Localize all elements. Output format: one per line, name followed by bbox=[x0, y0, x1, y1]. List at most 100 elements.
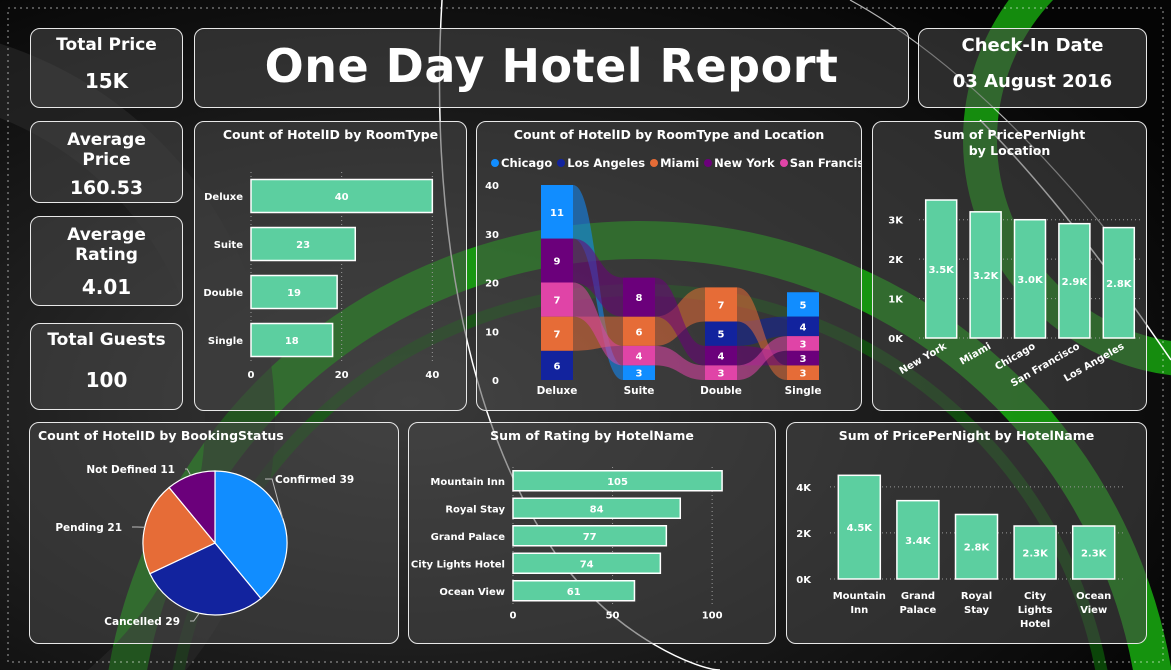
y-tick-label: 0K bbox=[796, 575, 812, 586]
category-label: Hotel bbox=[1020, 619, 1050, 630]
rating-chart-card[interactable]: Sum of Rating by HotelName 0 50 100 Mountai… bbox=[408, 422, 776, 644]
data-label: 3 bbox=[800, 354, 807, 365]
bar bbox=[1071, 525, 1116, 580]
legend-item-san-francisco[interactable]: San Francisco bbox=[779, 156, 861, 170]
bar bbox=[969, 211, 1002, 339]
ribbon-layer bbox=[573, 185, 787, 380]
average-price-label-line1: Average bbox=[67, 130, 146, 150]
ribbon-band bbox=[573, 238, 623, 317]
y-tick-label: 0 bbox=[492, 376, 499, 387]
data-label: 2.8K bbox=[1106, 279, 1133, 290]
hotelprice-chart-card[interactable]: Sum of PricePerNight by HotelName 0K 2K 4K… bbox=[786, 422, 1147, 644]
data-label: 4.5K bbox=[847, 523, 874, 534]
legend-item-new-york[interactable]: New York bbox=[704, 156, 775, 170]
category-label: View bbox=[1080, 605, 1107, 616]
total-guests-card: Total Guests 100 bbox=[30, 323, 183, 410]
x-tick-label: 40 bbox=[425, 370, 439, 381]
y-tick-label: 2K bbox=[888, 255, 904, 266]
average-price-label-line2: Price bbox=[82, 150, 131, 170]
ribbon-segment bbox=[705, 321, 737, 346]
booking-chart-card[interactable]: Count of HotelID by BookingStatus Confir… bbox=[29, 422, 399, 644]
ribbon-segment bbox=[787, 316, 819, 337]
booking-chart[interactable]: Confirmed 39 Cancelled 29 Pending 21 Not De… bbox=[30, 423, 399, 644]
data-label: 5 bbox=[718, 330, 725, 341]
rating-chart[interactable]: 0 50 100 Mountain Inn 105 Royal Stay 84 Grand P… bbox=[409, 423, 776, 644]
roomtype-chart[interactable]: 0 20 40 Deluxe 40 Suite 23 Double 19 Single 18 bbox=[195, 122, 467, 411]
average-rating-label-line1: Average bbox=[67, 225, 146, 245]
y-tick-label: 2K bbox=[796, 529, 812, 540]
legend-dot-new-york bbox=[704, 159, 713, 167]
legend-item-miami[interactable]: Miami bbox=[650, 156, 699, 170]
category-label: Miami bbox=[958, 341, 993, 368]
hotelprice-chart-title: Sum of PricePerNight by HotelName bbox=[838, 428, 1095, 443]
data-label: 19 bbox=[287, 288, 301, 299]
category-label: Stay bbox=[964, 605, 989, 616]
ribbon-segment bbox=[705, 365, 737, 380]
category-label: Suite bbox=[214, 240, 244, 251]
category-label: City bbox=[1024, 591, 1047, 602]
data-label: 3.2K bbox=[973, 271, 1000, 282]
page-title: One Day Hotel Report bbox=[264, 39, 839, 93]
ribbon-band bbox=[655, 345, 705, 380]
x-tick-label: 50 bbox=[606, 611, 620, 622]
ribbon-band bbox=[573, 282, 623, 366]
legend-item-los-angeles[interactable]: Los Angeles bbox=[557, 156, 645, 170]
y-tick-label: 10 bbox=[485, 327, 499, 338]
legend-label-san-francisco: San Francisco bbox=[789, 156, 861, 170]
leader-line bbox=[185, 468, 192, 476]
data-label: 2.8K bbox=[964, 543, 991, 554]
category-label: Double bbox=[700, 385, 742, 397]
ribbon-band bbox=[737, 287, 787, 380]
category-label: Ocean View bbox=[439, 587, 505, 598]
data-label: 8 bbox=[636, 293, 643, 304]
bar bbox=[1013, 525, 1057, 580]
ribbon-segment bbox=[787, 336, 819, 351]
legend-dot-san-francisco bbox=[779, 159, 788, 167]
data-label: 6 bbox=[636, 327, 643, 338]
legend-label-los-angeles: Los Angeles bbox=[567, 156, 646, 170]
category-label: Suite bbox=[624, 385, 655, 397]
legend-label-miami: Miami bbox=[660, 156, 700, 170]
data-label: 3.0K bbox=[1017, 275, 1044, 286]
data-label: 74 bbox=[580, 559, 594, 570]
bar bbox=[512, 552, 662, 574]
data-label: 2.3K bbox=[1081, 549, 1108, 560]
x-tick-label: 100 bbox=[702, 611, 723, 622]
category-label: Mountain bbox=[833, 591, 886, 602]
ribbon-chart[interactable]: 0 10 20 30 40 11 6 7 9 7 Deluxe 3 6 8 4 Suite 5 7 4 3 Double… bbox=[477, 122, 862, 411]
category-label: Single bbox=[208, 336, 243, 347]
roomtype-chart-card[interactable]: Count of HotelID by RoomType 0 20 40 Deluxe… bbox=[194, 121, 467, 411]
category-label: Deluxe bbox=[537, 385, 578, 397]
data-label: 77 bbox=[583, 532, 597, 543]
ribbon-chart-card[interactable]: Count of HotelID by RoomType and Locatio… bbox=[476, 121, 862, 411]
bar bbox=[250, 274, 338, 310]
slice-label: Cancelled 29 bbox=[104, 616, 180, 628]
category-label: Royal bbox=[961, 591, 992, 602]
location-chart-card[interactable]: Sum of PricePerNight by Location 0K 1K 2K 3… bbox=[872, 121, 1147, 411]
y-tick-label: 4K bbox=[796, 483, 812, 494]
checkin-date-label: Check-In Date bbox=[961, 35, 1104, 56]
ribbon-band bbox=[737, 336, 787, 380]
category-label: Royal Stay bbox=[445, 504, 505, 515]
total-guests-label: Total Guests bbox=[47, 330, 166, 350]
ribbon-segment bbox=[705, 345, 737, 366]
y-tick-label: 1K bbox=[888, 295, 904, 306]
ribbon-segment bbox=[541, 350, 573, 380]
checkin-date-card: Check-In Date 03 August 2016 bbox=[918, 28, 1147, 108]
category-label: Single bbox=[785, 385, 822, 397]
category-label: Mountain Inn bbox=[430, 477, 505, 488]
legend-dot-miami bbox=[650, 159, 659, 167]
ribbon-segment bbox=[541, 185, 573, 239]
category-label: City Lights Hotel bbox=[411, 559, 505, 570]
data-label: 3 bbox=[800, 369, 807, 380]
ribbon-segment bbox=[787, 350, 819, 366]
bar bbox=[924, 199, 958, 339]
slice-label: Not Defined 11 bbox=[86, 464, 175, 476]
category-label: Double bbox=[203, 288, 243, 299]
ribbon-legend: Chicago Los Angeles Miami New York San F… bbox=[491, 156, 861, 170]
data-label: 7 bbox=[554, 330, 561, 341]
legend-item-chicago[interactable]: Chicago bbox=[491, 156, 552, 170]
category-label: Lights bbox=[1018, 605, 1053, 616]
hotelprice-chart[interactable]: 0K 2K 4K 4.5K Mountain Inn 3.4K Grand Palace 2.8K… bbox=[787, 423, 1147, 644]
